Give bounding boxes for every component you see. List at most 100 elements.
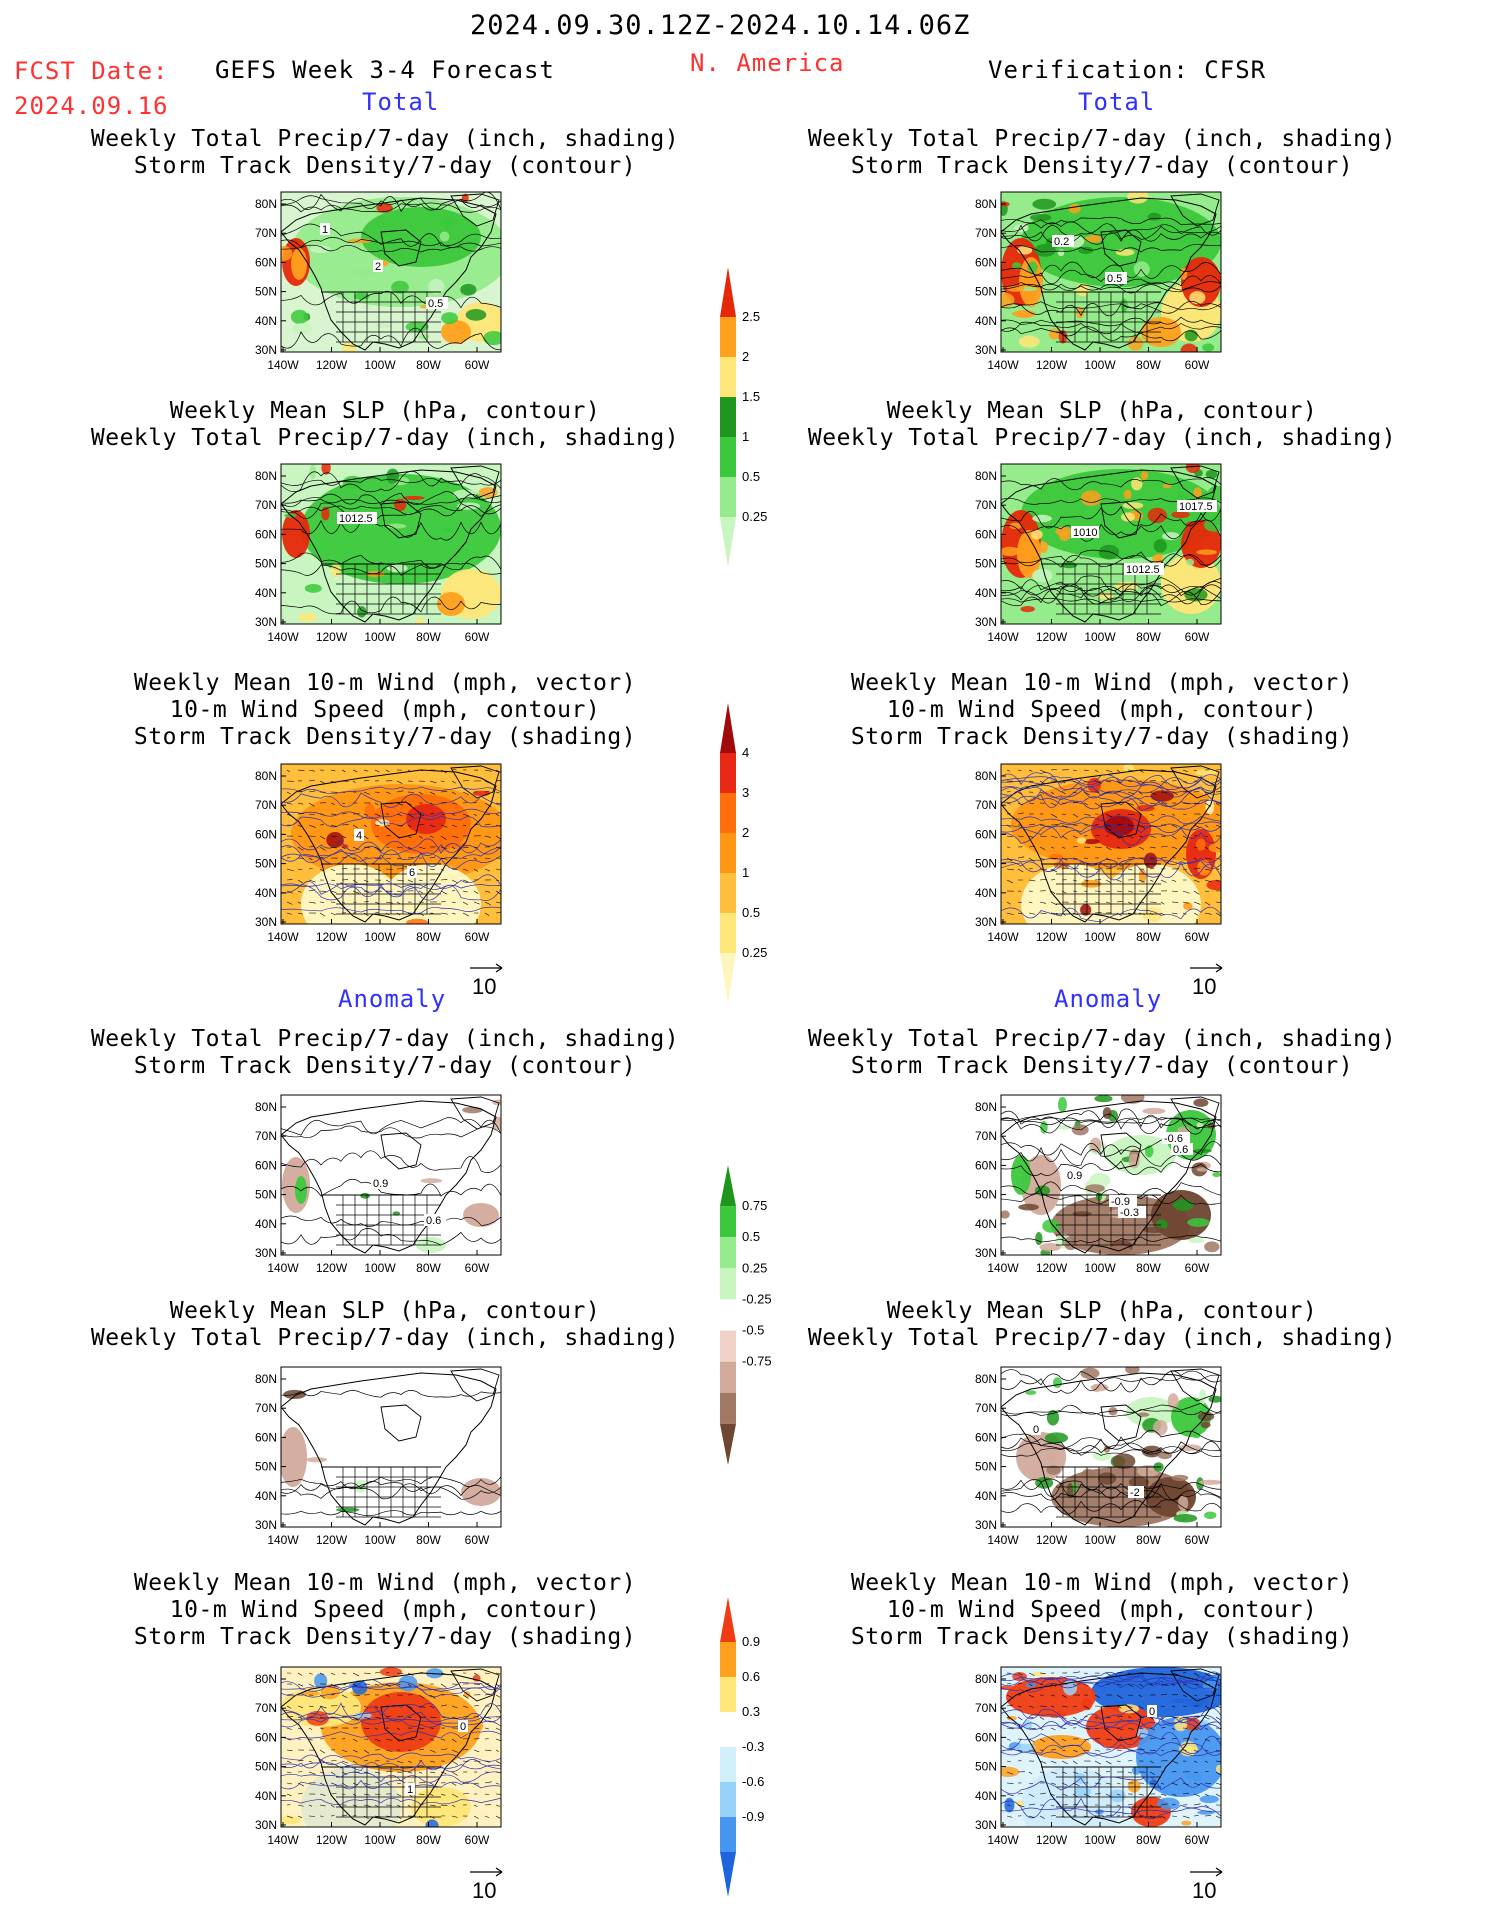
- title-line: Weekly Total Precip/7-day (inch, shading…: [807, 425, 1397, 451]
- lon-tick-label: 120W: [316, 1533, 348, 1547]
- map-frame: [1000, 1094, 1222, 1256]
- lon-tick-label: 140W: [267, 1533, 299, 1547]
- lat-tick-label: 30N: [975, 1518, 997, 1532]
- shading-speckle: [398, 1675, 418, 1692]
- shading-speckle: [1034, 244, 1056, 257]
- shading-speckle: [1156, 1797, 1180, 1810]
- map-plot: -0.9 -0.6 0.9 -0.3 0.6 80N 70N 60N 50N 40N 30N140W…: [975, 1094, 1222, 1275]
- state-borders: [321, 1466, 441, 1518]
- shading-speckle: [321, 506, 330, 521]
- shading-blob: [441, 320, 471, 344]
- shading-speckle: [1057, 1096, 1068, 1113]
- shading-speckle: [1187, 1218, 1210, 1227]
- shading-speckle: [1197, 1411, 1215, 1422]
- contours: [1001, 1369, 1221, 1515]
- lon-tick-label: 60W: [465, 1261, 490, 1275]
- coastline: [1001, 769, 1217, 923]
- shading-blob: [1017, 530, 1041, 578]
- greenland: [450, 1096, 500, 1130]
- lat-tick-label: 50N: [255, 285, 277, 299]
- shading-speckle: [1183, 902, 1193, 910]
- shading-speckle: [1207, 485, 1221, 502]
- shading-speckle: [1200, 1421, 1211, 1429]
- shading-speckle: [1098, 544, 1120, 560]
- wind-vectors: [286, 1671, 501, 1820]
- shading-blob: [301, 474, 501, 584]
- lon-tick-label: 80W: [1136, 630, 1161, 644]
- contour-label: 0: [1149, 1706, 1155, 1718]
- contour-label: 2: [375, 261, 381, 273]
- title-line: Weekly Mean 10-m Wind (mph, vector): [850, 1570, 1354, 1596]
- lat-tick-label: 80N: [975, 769, 997, 783]
- lon-tick-label: 100W: [1084, 1261, 1116, 1275]
- shading-speckle: [1195, 769, 1217, 776]
- title-line: Weekly Mean SLP (hPa, contour): [169, 398, 601, 424]
- title-right-anom-wind: Weekly Mean 10-m Wind (mph, vector) 10-m…: [802, 1570, 1402, 1651]
- shading-speckle: [364, 803, 376, 819]
- shading-speckle: [1193, 487, 1202, 500]
- shading-speckle: [1131, 1766, 1141, 1775]
- colorbar-tick-label: 4: [742, 745, 749, 760]
- lon-tick-label: 60W: [465, 1833, 490, 1847]
- shading-speckle: [1087, 777, 1102, 793]
- lat-tick-label: 70N: [255, 1129, 277, 1143]
- title-line: Weekly Mean 10-m Wind (mph, vector): [133, 1570, 637, 1596]
- shading-speckle: [1083, 839, 1100, 845]
- map-L2: 1012.5 80N 70N 60N 50N 40N 30N 140W 120W 100W 80W 6…: [225, 462, 515, 658]
- map-frame: [1000, 463, 1222, 625]
- colorbar-tick-label: 0.5: [742, 469, 760, 484]
- coastline: [281, 469, 497, 623]
- colorbar-segment: [720, 1677, 736, 1712]
- shading-speckle: [281, 1815, 301, 1825]
- colorbar-tick-label: 1: [742, 865, 749, 880]
- shading-speckle: [1149, 1779, 1157, 1786]
- shading-speckle: [1186, 558, 1195, 566]
- shading-blob: [437, 592, 465, 616]
- contour-label: 0.6: [1173, 1144, 1188, 1156]
- title-line: Weekly Total Precip/7-day (inch, shading…: [807, 126, 1397, 152]
- left-total-label: Total: [362, 88, 440, 116]
- shading-speckle: [1167, 1393, 1179, 1410]
- shading-speckle: [1044, 1432, 1069, 1444]
- fcst-date-value: 2024.09.16: [14, 92, 169, 120]
- title-line: Weekly Mean SLP (hPa, contour): [886, 398, 1318, 424]
- shading-speckle: [1137, 1412, 1150, 1417]
- contour-label: 0.2: [1054, 236, 1069, 248]
- shading-blob: [281, 1427, 307, 1487]
- shading-speckle: [353, 292, 370, 300]
- lat-tick-label: 30N: [255, 343, 277, 357]
- shading-speckle: [386, 523, 407, 529]
- shading-blob: [1021, 1155, 1061, 1215]
- lon-tick-label: 60W: [465, 930, 490, 944]
- contour-label: 0.5: [428, 298, 443, 310]
- shading-speckle: [1080, 490, 1102, 506]
- shading-speckle: [1150, 790, 1174, 802]
- lat-tick-label: 30N: [255, 615, 277, 629]
- lon-tick-label: 100W: [364, 1261, 396, 1275]
- shading-speckle: [298, 612, 318, 623]
- shading-speckle: [1014, 1743, 1036, 1752]
- shading-speckle: [1001, 546, 1020, 556]
- colorbar-storm_track_anomaly_colorbar: 0.9 0.6 0.3 -0.3 -0.6 -0.9: [718, 1592, 798, 1916]
- hudson-bay: [1100, 1132, 1142, 1170]
- contours: [1001, 477, 1221, 607]
- shading-speckle: [405, 321, 429, 332]
- shading-speckle: [379, 1667, 403, 1677]
- shading-speckle: [1006, 285, 1025, 292]
- shading-speckle: [462, 1106, 483, 1114]
- shading-speckle: [353, 1480, 367, 1493]
- shading-speckle: [1047, 1452, 1056, 1462]
- shading-speckle: [1011, 310, 1035, 317]
- contour-label: 1017.5: [1179, 501, 1213, 513]
- shading-speckle: [342, 799, 363, 814]
- contours: [1001, 1108, 1221, 1243]
- contours: [1001, 216, 1221, 342]
- hudson-bay: [380, 801, 422, 839]
- lat-tick-label: 60N: [975, 527, 997, 541]
- shading-speckle: [1199, 1795, 1219, 1804]
- title-left-anom-precip: Weekly Total Precip/7-day (inch, shading…: [85, 1026, 685, 1080]
